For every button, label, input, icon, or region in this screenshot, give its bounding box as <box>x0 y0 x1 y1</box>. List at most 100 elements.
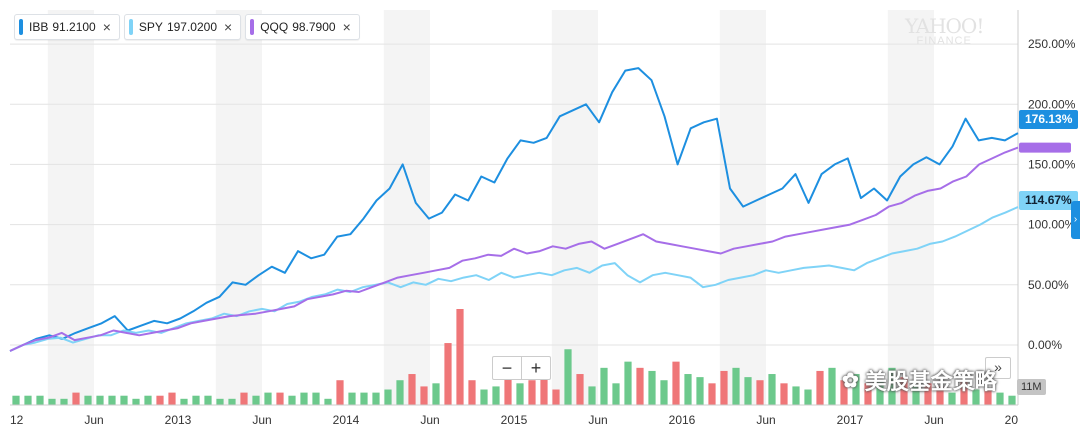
volume-bar <box>444 343 452 405</box>
period-band <box>887 10 934 405</box>
legend: IBB 91.2100 × SPY 197.0200 × QQQ 98.7900… <box>14 14 360 40</box>
legend-chip-spy[interactable]: SPY 197.0200 × <box>123 14 242 40</box>
series-line-spy <box>9 206 1019 352</box>
ibb-last-value-tag: 176.13% <box>1019 110 1079 129</box>
legend-chip-qqq[interactable]: QQQ 98.7900 × <box>245 14 360 40</box>
volume-bar <box>252 395 260 405</box>
y-tick-label: 0.00% <box>1028 338 1062 352</box>
yahoo-finance-watermark: YAHOO! FINANCE <box>905 14 984 47</box>
x-tick-label: Jun <box>924 413 943 427</box>
volume-bar <box>60 398 68 405</box>
period-band <box>215 10 262 405</box>
legend-value: 91.2100 <box>52 20 96 34</box>
period-band <box>47 10 94 405</box>
series-swatch-spy <box>128 19 133 35</box>
close-icon[interactable]: × <box>224 19 233 35</box>
volume-bar <box>144 395 152 405</box>
x-tick-label: 2017 <box>837 413 864 427</box>
volume-bar <box>972 389 980 405</box>
y-tick-label: 250.00% <box>1028 37 1076 51</box>
fast-forward-button[interactable]: » <box>985 357 1011 379</box>
volume-bar <box>900 377 908 405</box>
volume-bar <box>924 383 932 405</box>
volume-bar <box>828 367 836 405</box>
volume-bar <box>312 392 320 405</box>
volume-bar <box>708 383 716 405</box>
y-tick-label: 200.00% <box>1028 97 1076 111</box>
volume-bar <box>684 374 692 405</box>
volume-bar <box>732 367 740 405</box>
x-tick-label: Jun <box>756 413 775 427</box>
volume-bar <box>540 377 548 405</box>
volume-bar <box>888 367 896 405</box>
volume-bar <box>948 392 956 405</box>
qqq-last-value-marker <box>1019 142 1071 153</box>
volume-bar <box>168 392 176 405</box>
zoom-in-button[interactable]: + <box>521 357 550 379</box>
volume-bar <box>324 398 332 405</box>
volume-bar <box>660 380 668 405</box>
zoom-out-button[interactable]: − <box>501 358 513 378</box>
volume-bar <box>492 386 500 405</box>
x-tick-label: 2016 <box>669 413 696 427</box>
series-swatch-qqq <box>250 19 255 35</box>
volume-bar <box>372 392 380 405</box>
volume-bar <box>612 383 620 405</box>
volume-bar <box>300 392 308 405</box>
volume-bar <box>744 377 752 405</box>
series-line-qqq <box>9 146 1019 352</box>
series-line-ibb <box>9 67 1019 352</box>
volume-bar <box>636 367 644 405</box>
period-band <box>383 10 430 405</box>
volume-bar <box>504 367 512 405</box>
volume-bar <box>672 361 680 405</box>
volume-bar <box>216 398 224 405</box>
x-tick-label: 2014 <box>333 413 360 427</box>
volume-bar <box>156 395 164 405</box>
legend-symbol: IBB <box>29 20 49 34</box>
x-tick-label: Jun <box>420 413 439 427</box>
volume-bar <box>936 386 944 405</box>
legend-symbol: QQQ <box>260 20 289 34</box>
volume-bar <box>336 380 344 405</box>
close-icon[interactable]: × <box>342 19 351 35</box>
volume-bar <box>816 370 824 405</box>
volume-bar <box>792 386 800 405</box>
volume-bar <box>588 386 596 405</box>
legend-chip-ibb[interactable]: IBB 91.2100 × <box>14 14 120 40</box>
volume-bar <box>624 361 632 405</box>
volume-scale-tag: 11M <box>1017 379 1046 395</box>
volume-bar <box>576 374 584 405</box>
y-tick-label: 50.00% <box>1028 278 1069 292</box>
volume-bar <box>384 389 392 405</box>
watermark-line2: FINANCE <box>916 35 972 47</box>
volume-bar <box>276 392 284 405</box>
volume-bar <box>456 309 464 405</box>
volume-bar <box>516 383 524 405</box>
volume-bar <box>180 398 188 405</box>
volume-bar <box>528 380 536 405</box>
chevron-right-icon[interactable]: › <box>1071 201 1080 239</box>
volume-bar <box>696 377 704 405</box>
zoom-controls: − + <box>492 356 551 380</box>
legend-symbol: SPY <box>138 20 163 34</box>
volume-bar <box>264 392 272 405</box>
close-icon[interactable]: × <box>102 19 111 35</box>
x-tick-label: Jun <box>84 413 103 427</box>
volume-bar <box>768 374 776 405</box>
volume-bar <box>864 383 872 405</box>
brand-watermark: ✿ 美股基金策略 <box>842 364 997 396</box>
volume-bar <box>1008 395 1016 405</box>
volume-bar <box>756 380 764 405</box>
volume-bar <box>228 398 236 405</box>
volume-bar <box>132 398 140 405</box>
volume-bar <box>192 395 200 405</box>
volume-bar <box>552 389 560 405</box>
volume-bar <box>360 392 368 405</box>
volume-bar <box>996 392 1004 405</box>
volume-bar <box>804 389 812 405</box>
x-tick-label: 2015 <box>501 413 528 427</box>
volume-bar <box>288 395 296 405</box>
legend-value: 98.7900 <box>292 20 336 34</box>
